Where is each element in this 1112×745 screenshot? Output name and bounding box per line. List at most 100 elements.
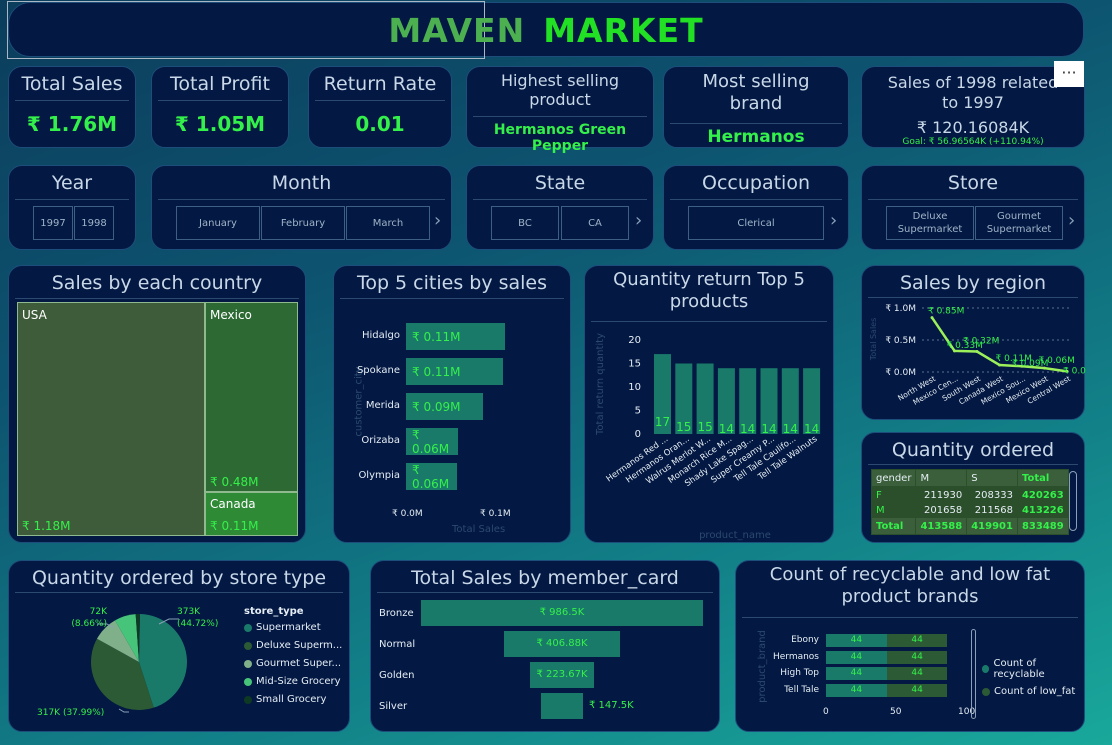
pie-slice[interactable] (115, 614, 139, 662)
pie-slice[interactable] (139, 614, 188, 708)
return-bar[interactable] (803, 368, 821, 434)
region-point[interactable] (998, 363, 1001, 367)
city-bar[interactable]: ₹ 0.06M (406, 428, 458, 456)
tile-value: ₹ 0.48M (210, 475, 259, 489)
point-label: ₹ 0.09M (1012, 359, 1048, 369)
matrix-cell: 208333 (966, 486, 1018, 504)
kpi-label: Total Sales (21, 73, 123, 95)
low-fat-bar[interactable]: 44 (886, 683, 948, 697)
legend-item[interactable]: Deluxe Superm... (244, 640, 342, 651)
y-tick: 10 (628, 382, 641, 393)
region-point[interactable] (930, 316, 934, 320)
y-axis-title: Total Sales (869, 318, 878, 362)
funnel-bar[interactable] (421, 600, 703, 626)
matrix-cell: F (870, 486, 917, 504)
city-bar[interactable]: ₹ 0.09M (406, 393, 483, 420)
slicer-option[interactable]: March (346, 206, 430, 240)
recyclable-bar[interactable]: 44 (826, 667, 887, 680)
y-tick: 5 (635, 406, 641, 417)
return-bar[interactable] (739, 368, 757, 434)
store-type-pie (91, 614, 188, 713)
funnel-bar[interactable] (541, 693, 583, 719)
matrix-total: 413588 (915, 517, 968, 535)
matrix-header[interactable]: Total (1016, 469, 1069, 487)
legend-item: Count of low_fat (982, 686, 1084, 697)
slicer-label: Store (947, 172, 999, 194)
y-tick-label: Hidalgo (361, 330, 400, 341)
low-fat-bar[interactable]: 44 (886, 667, 948, 680)
city-bar[interactable]: ₹ 0.06M (406, 463, 457, 491)
slice-label: 317K (37.99%) (37, 708, 105, 718)
return-bar[interactable] (696, 363, 714, 435)
recyclable-bar[interactable]: 44 (826, 650, 887, 664)
bar-value-label: 14 (719, 422, 734, 436)
low-fat-bar[interactable]: 44 (886, 634, 948, 647)
x-tick: 50 (890, 707, 902, 717)
slicer-option[interactable]: BC (491, 206, 559, 240)
pie-slice[interactable] (96, 620, 139, 662)
chevron-right-icon[interactable]: › (830, 210, 838, 231)
pie-slice[interactable] (135, 614, 140, 662)
matrix-header[interactable]: gender (870, 469, 917, 487)
matrix-scrollbar[interactable] (1069, 471, 1077, 531)
matrix-header[interactable]: S (966, 469, 1018, 487)
region-point[interactable] (975, 350, 979, 354)
funnel-bar[interactable] (504, 631, 620, 657)
scrollbar[interactable] (971, 629, 976, 719)
return-bar[interactable] (654, 354, 671, 434)
slicer-option[interactable]: Clerical (688, 206, 824, 240)
store-type-card: Quantity ordered by store type 72K (8.66… (8, 560, 350, 732)
matrix-cell: 211568 (966, 503, 1018, 518)
return-bar[interactable] (675, 363, 693, 435)
legend-item: Count of recyclable (982, 658, 1084, 680)
slicer-option[interactable]: CA (561, 206, 629, 240)
kpi-label: Total Profit (170, 73, 270, 95)
return-bar[interactable] (717, 368, 735, 434)
matrix-header[interactable]: M (915, 469, 968, 487)
legend-item[interactable]: Supermarket (244, 622, 342, 633)
slicer-option[interactable]: January (176, 206, 260, 240)
slicer-option[interactable]: Deluxe Supermarket (886, 206, 974, 240)
recyclable-bar[interactable]: 44 (826, 683, 887, 697)
slice-label: 373K (44.72%) (177, 607, 219, 629)
kpi-return-rate: Return Rate 0.01 (308, 66, 452, 148)
point-label: ₹ 0.33M (947, 341, 983, 351)
region-point[interactable] (1020, 364, 1024, 368)
x-tick: ₹ 0.1M (480, 509, 511, 519)
legend-dot-icon (244, 659, 252, 668)
tile-value: ₹ 0.11M (210, 519, 259, 533)
slice-label: 72K (8.66%) (71, 607, 107, 629)
y-tick-label: High Top (780, 668, 819, 678)
bar-value-label: 17 (655, 415, 670, 429)
matrix-total: Total (870, 517, 917, 535)
treemap-tile[interactable]: USA ₹ 1.18M (17, 302, 205, 536)
more-options-button[interactable]: ··· (1054, 61, 1084, 87)
treemap-tile[interactable]: Mexico ₹ 0.48M (205, 302, 298, 492)
recyclable-bar[interactable]: 44 (826, 634, 887, 647)
chevron-right-icon[interactable]: › (434, 210, 442, 231)
matrix-cell: 211930 (915, 486, 968, 504)
funnel-bar[interactable] (530, 662, 594, 688)
city-bar[interactable]: ₹ 0.11M (406, 358, 503, 385)
legend-item[interactable]: Small Grocery (244, 694, 342, 705)
slicer-occupation: Occupation Clerical › (663, 165, 849, 250)
legend-item[interactable]: Mid-Size Grocery (244, 676, 342, 687)
slicer-option[interactable]: 1997 (33, 206, 73, 240)
legend-item[interactable]: Gourmet Super... (244, 658, 342, 669)
chevron-right-icon[interactable]: › (635, 210, 643, 231)
pie-slice[interactable] (91, 638, 154, 710)
city-bar[interactable]: ₹ 0.11M (406, 323, 505, 350)
region-point[interactable] (953, 349, 956, 353)
slicer-option[interactable]: February (261, 206, 345, 240)
return-bar[interactable] (760, 368, 778, 434)
chevron-right-icon[interactable]: › (1068, 210, 1076, 231)
low-fat-bar[interactable]: 44 (886, 650, 948, 664)
return-bar[interactable] (781, 368, 799, 434)
treemap-tile[interactable]: Canada ₹ 0.11M (205, 492, 298, 536)
slicer-option[interactable]: Gourmet Supermarket (975, 206, 1063, 240)
slicer-option[interactable]: 1998 (74, 206, 114, 240)
region-point[interactable] (1043, 366, 1046, 370)
region-point[interactable] (1065, 369, 1069, 373)
legend-dot-icon (244, 641, 252, 650)
